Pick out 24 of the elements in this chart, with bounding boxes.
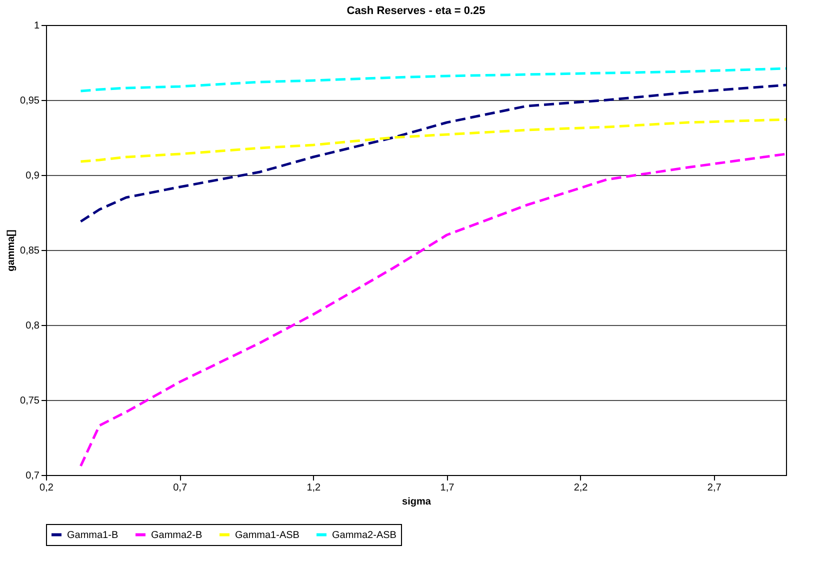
x-tick-label: 2,2: [574, 482, 588, 494]
legend-label: Gamma2-ASB: [332, 530, 397, 541]
x-tick-label: 0,7: [173, 482, 188, 494]
y-tick-label: 0,95: [20, 96, 40, 106]
y-tick-label: 0,8: [26, 320, 40, 332]
y-tick-label: 0,75: [20, 396, 40, 406]
y-axis-title: gamma[]: [6, 230, 18, 272]
legend-label: Gamma1-ASB: [235, 530, 300, 541]
y-tick-label: 0,7: [26, 470, 40, 482]
chart-title: Cash Reserves - eta = 0.25: [346, 5, 486, 17]
y-tick-label: 0,9: [26, 170, 40, 182]
legend-label: Gamma1-B: [67, 530, 118, 541]
y-tick-label: 1: [34, 20, 40, 32]
line-series: [79, 84, 788, 223]
line-series: [79, 152, 788, 468]
line-series: [79, 67, 788, 92]
x-tick-label: 0,2: [40, 482, 54, 494]
x-tick-label: 2,7: [707, 482, 722, 494]
line-series: [79, 118, 788, 163]
legend-label: Gamma2-B: [151, 530, 202, 541]
x-tick-label: 1,7: [440, 482, 455, 494]
x-axis-title: sigma: [402, 496, 432, 508]
y-tick-label: 0,85: [20, 246, 40, 256]
x-tick-label: 1,2: [306, 482, 322, 494]
